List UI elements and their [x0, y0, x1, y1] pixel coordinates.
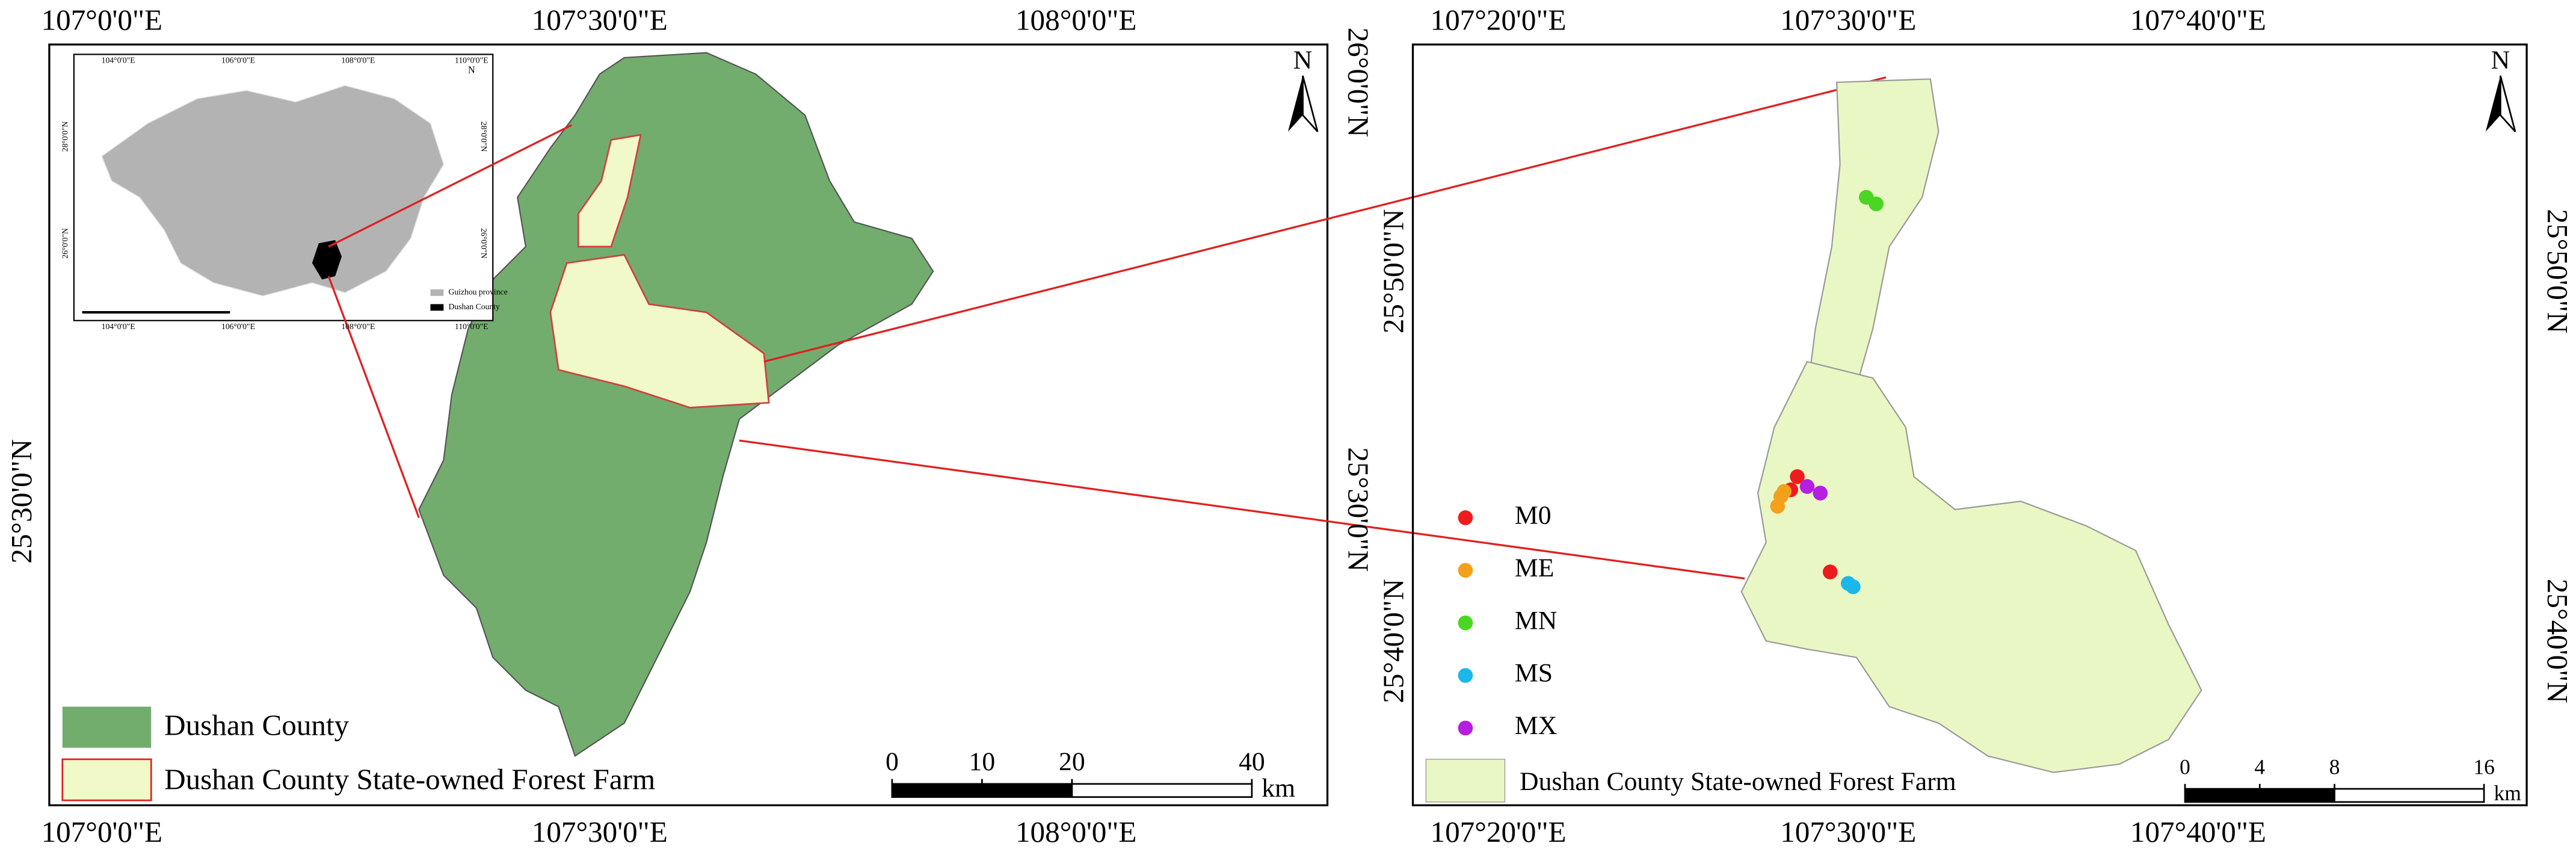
- north-arrow: [1288, 75, 1303, 132]
- scale-label: 16: [2473, 755, 2495, 779]
- coord-label: 25°40'0"N: [2541, 579, 2574, 703]
- dushan-inset: [312, 239, 342, 280]
- coord-label: 25°30'0"N: [1342, 447, 1375, 572]
- coord-label: 107°0'0"E: [42, 815, 162, 848]
- connector: [739, 439, 1745, 580]
- inset-legend-swatch: [430, 304, 444, 311]
- legend-swatch: [62, 706, 152, 748]
- coord-label: 108°0'0"E: [341, 322, 375, 331]
- coord-label: 107°0'0"E: [42, 4, 162, 37]
- connectors: [327, 76, 1887, 580]
- legend-label: MS: [1515, 659, 1553, 688]
- left-frame: [48, 43, 1329, 807]
- coord-label: 107°20'0"E: [1431, 815, 1567, 848]
- scale-label: 20: [1059, 747, 1085, 776]
- sample-point: [1846, 579, 1861, 594]
- legend-label: MN: [1515, 606, 1557, 635]
- coord-label: 25°50'0"N: [1377, 209, 1410, 333]
- forest-farm-north: [577, 134, 642, 248]
- scale-unit: km: [2494, 781, 2521, 805]
- sample-point: [1770, 499, 1786, 514]
- coord-label: 104°0'0"E: [102, 322, 135, 331]
- coord-label: 25°40'0"N: [1377, 579, 1410, 703]
- forest-farm-south: [549, 254, 770, 409]
- coord-label: 110°0'0"E: [455, 55, 488, 64]
- north-label: N: [468, 64, 475, 75]
- coord-label: 107°40'0"E: [2130, 815, 2266, 848]
- inset-legend-swatch: [430, 289, 444, 296]
- scale-label: 0: [2180, 755, 2190, 779]
- coord-label: 26°0'0"N: [479, 228, 488, 259]
- coord-label: 107°30'0"E: [532, 4, 668, 37]
- legend-label: Dushan County State-owned Forest Farm: [1520, 767, 1956, 796]
- scale-unit: km: [1262, 774, 1295, 803]
- coord-label: 107°30'0"E: [1780, 4, 1916, 37]
- sample-point: [1822, 564, 1838, 579]
- scale-label: 10: [969, 747, 996, 776]
- scale-label: 40: [1239, 747, 1265, 776]
- scale-bar: [2184, 788, 2335, 803]
- legend-label: MX: [1515, 711, 1557, 740]
- north-label: N: [1293, 46, 1313, 75]
- forest-farm-south: [1740, 360, 2202, 773]
- legend-label: Dushan County State-owned Forest Farm: [164, 762, 655, 795]
- scale-bar: [1071, 783, 1253, 798]
- coord-label: 106°0'0"E: [221, 322, 255, 331]
- legend-label: M0: [1515, 501, 1551, 529]
- legend-swatch: [1425, 759, 1506, 803]
- coord-label: 107°40'0"E: [2130, 4, 2266, 37]
- sample-point: [1790, 469, 1805, 484]
- coord-label: 25°30'0"N: [5, 439, 38, 564]
- coord-label: 26°0'0"N: [1342, 28, 1375, 137]
- legend-label: Dushan County: [164, 708, 350, 741]
- guizhou-province: [101, 85, 445, 297]
- connector: [763, 76, 1887, 363]
- scale-bar: [2334, 788, 2485, 803]
- coord-label: 25°50'0"N: [2541, 209, 2574, 333]
- right-frame: [1411, 43, 2528, 807]
- coord-label: 106°0'0"E: [221, 55, 255, 64]
- legend-marker: [1458, 668, 1473, 683]
- legend-marker: [1458, 563, 1473, 578]
- legend-swatch: [61, 758, 152, 801]
- coord-label: 108°0'0"E: [1015, 4, 1136, 37]
- sample-point: [1813, 486, 1828, 501]
- sample-point: [1776, 484, 1792, 499]
- forest-farm-north: [1806, 78, 1940, 395]
- coord-label: 107°30'0"E: [1780, 815, 1916, 848]
- connector: [328, 124, 573, 248]
- sample-point: [1799, 479, 1815, 494]
- coord-label: 107°30'0"E: [532, 815, 668, 848]
- north-label: N: [2491, 46, 2510, 75]
- coord-label: 28°0'0"N: [60, 121, 69, 152]
- dushan-county: [418, 52, 934, 758]
- legend-label: Dushan County: [449, 302, 500, 311]
- legend-marker: [1458, 615, 1473, 631]
- scale-label: 8: [2329, 755, 2340, 779]
- legend-marker: [1458, 510, 1473, 525]
- coord-label: 26°0'0"N: [60, 228, 69, 259]
- legend-label: ME: [1515, 554, 1555, 582]
- coord-label: 28°0'0"N: [479, 122, 488, 152]
- scale-label: 0: [886, 747, 899, 776]
- coord-label: 108°0'0"E: [1015, 815, 1136, 848]
- coord-label: 104°0'0"E: [102, 55, 135, 64]
- sample-point: [1869, 196, 1884, 212]
- scale-label: 4: [2254, 755, 2265, 779]
- legend-label: Guizhou province: [449, 287, 508, 296]
- coord-label: 108°0'0"E: [341, 55, 375, 64]
- scale-bar: [891, 783, 1073, 798]
- legend-marker: [1458, 720, 1473, 736]
- coord-label: 107°20'0"E: [1431, 4, 1567, 37]
- connector: [327, 276, 420, 519]
- coord-label: 110°0'0"E: [455, 322, 488, 331]
